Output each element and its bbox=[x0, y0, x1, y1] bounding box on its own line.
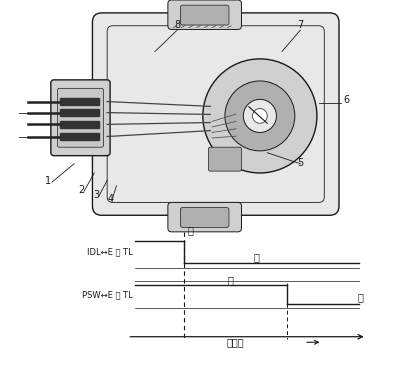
Text: 6: 6 bbox=[342, 95, 348, 105]
FancyBboxPatch shape bbox=[92, 13, 338, 215]
Text: 断: 断 bbox=[227, 275, 233, 285]
Bar bbox=[60, 109, 99, 116]
Text: 4: 4 bbox=[107, 194, 113, 204]
Text: PSW↔E 或 TL: PSW↔E 或 TL bbox=[82, 290, 133, 299]
FancyBboxPatch shape bbox=[51, 80, 110, 156]
Text: IDL↔E 或 TL: IDL↔E 或 TL bbox=[87, 248, 133, 256]
Text: 通: 通 bbox=[187, 225, 193, 235]
Text: 节气门: 节气门 bbox=[226, 337, 244, 347]
FancyBboxPatch shape bbox=[180, 208, 229, 227]
FancyBboxPatch shape bbox=[168, 0, 241, 29]
Text: 3: 3 bbox=[93, 190, 99, 200]
Text: 通: 通 bbox=[356, 293, 362, 302]
Bar bbox=[60, 98, 99, 105]
Text: 2: 2 bbox=[78, 185, 84, 195]
Circle shape bbox=[252, 109, 267, 123]
Text: 5: 5 bbox=[296, 158, 303, 167]
Circle shape bbox=[203, 59, 316, 173]
Circle shape bbox=[243, 99, 276, 132]
Text: 8: 8 bbox=[174, 20, 180, 29]
FancyBboxPatch shape bbox=[208, 147, 241, 171]
Circle shape bbox=[225, 81, 294, 151]
FancyBboxPatch shape bbox=[57, 88, 103, 147]
Bar bbox=[60, 121, 99, 128]
FancyBboxPatch shape bbox=[180, 5, 229, 25]
Bar bbox=[60, 133, 99, 140]
Text: 7: 7 bbox=[296, 20, 303, 29]
Text: 断: 断 bbox=[253, 252, 259, 262]
FancyBboxPatch shape bbox=[168, 202, 241, 232]
Text: 1: 1 bbox=[45, 176, 51, 186]
